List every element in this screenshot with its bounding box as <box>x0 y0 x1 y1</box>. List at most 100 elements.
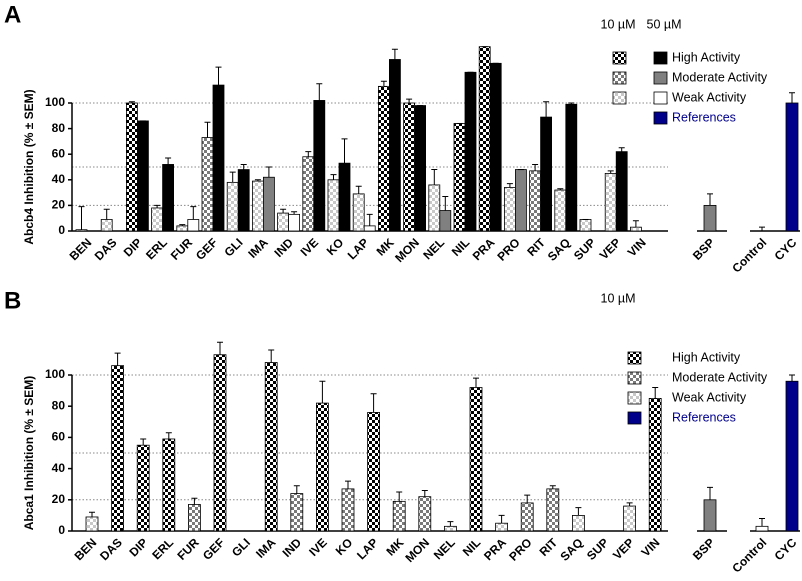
legend-swatch <box>653 51 668 65</box>
bar <box>290 493 304 532</box>
error-bar <box>549 485 556 489</box>
bar <box>201 137 214 232</box>
x-tick-label: KO <box>324 235 347 258</box>
bar <box>262 176 275 232</box>
x-tick-label: GLI <box>222 235 246 259</box>
x-tick-label: MON <box>392 235 422 265</box>
bar <box>315 402 329 532</box>
error-bar <box>366 213 373 226</box>
error-bar <box>165 432 172 439</box>
x-tick-label: PRO <box>494 235 522 263</box>
error-bar <box>473 377 479 388</box>
bar <box>546 488 560 532</box>
reference-bar <box>785 102 799 232</box>
legend-swatch <box>612 91 627 105</box>
bar <box>489 62 502 232</box>
y-tick-label: 80 <box>52 121 66 135</box>
x-tick-label: SAQ <box>545 235 573 263</box>
error-bar <box>128 101 135 103</box>
bar <box>213 354 227 532</box>
x-tick-label: BSP <box>690 535 717 562</box>
legend-swatch <box>653 71 668 85</box>
error-bar <box>607 170 614 174</box>
error-bar <box>280 208 287 214</box>
x-tick-label: LAP <box>345 235 372 262</box>
x-tick-label: SAQ <box>557 535 585 563</box>
error-bar <box>154 204 161 208</box>
error-bar <box>575 507 582 516</box>
legend-swatch <box>653 91 668 105</box>
x-tick-label: GEF <box>200 535 227 562</box>
reference-bar <box>703 204 717 232</box>
bar <box>251 180 264 232</box>
bar <box>403 102 416 232</box>
bar <box>388 59 401 232</box>
error-bar <box>532 163 539 171</box>
error-bar <box>626 502 633 507</box>
y-tick-label: 20 <box>52 492 66 506</box>
bar <box>478 46 491 232</box>
x-tick-label: FUR <box>174 535 202 563</box>
bar <box>264 362 278 532</box>
panel-label: A <box>4 1 21 28</box>
error-bar <box>179 224 186 226</box>
error-bar <box>341 138 348 164</box>
error-bar <box>431 169 438 185</box>
x-tick-label: FUR <box>168 235 196 263</box>
bar <box>630 226 642 232</box>
x-tick-label: DIP <box>121 235 145 259</box>
x-tick-label: IMA <box>253 535 279 561</box>
bar <box>623 505 636 532</box>
legend-label: High Activity <box>672 350 741 364</box>
x-tick-label: IND <box>271 235 296 260</box>
error-bar <box>543 101 550 118</box>
y-tick-label: 80 <box>52 398 66 412</box>
y-axis-title: Abca1 Inhibition (% ± SEM) <box>22 376 36 531</box>
bar <box>554 189 567 232</box>
x-tick-label: DAS <box>92 235 120 263</box>
bar <box>313 100 326 232</box>
bar <box>237 169 250 232</box>
error-bar <box>789 374 795 382</box>
legend-label: References <box>672 410 736 424</box>
bar <box>352 193 365 232</box>
bar <box>367 412 381 532</box>
bar <box>439 210 452 232</box>
x-tick-label: VIN <box>639 535 663 559</box>
x-tick-label: Control <box>729 535 769 575</box>
legend-header: 10 µM <box>601 17 636 31</box>
reference-bar <box>703 499 717 532</box>
error-bar <box>293 485 300 494</box>
x-tick-label: GEF <box>193 235 220 262</box>
error-bar <box>103 208 110 220</box>
legend-swatch <box>627 371 642 385</box>
error-bar <box>568 102 575 105</box>
error-bar <box>557 188 564 191</box>
bar <box>572 515 585 532</box>
x-tick-label: KO <box>333 535 356 558</box>
legend-label: References <box>672 110 736 124</box>
x-tick-label: VIN <box>625 235 649 259</box>
error-bar <box>652 386 659 399</box>
bar <box>377 85 390 232</box>
error-bar <box>632 220 639 228</box>
x-tick-label: PRA <box>470 235 498 263</box>
y-tick-label: 0 <box>58 523 65 537</box>
bar <box>418 496 432 532</box>
error-bar <box>140 438 147 446</box>
x-tick-label: BEN <box>72 535 100 563</box>
error-bar <box>442 195 449 211</box>
y-tick-label: 100 <box>45 367 65 381</box>
legend-swatch <box>612 51 627 65</box>
x-tick-label: NEL <box>431 535 458 562</box>
error-bar <box>165 157 172 165</box>
y-tick-label: 20 <box>52 198 66 212</box>
error-bar <box>319 380 326 404</box>
legend-label: Moderate Activity <box>672 70 768 84</box>
legend-swatch <box>627 411 642 425</box>
error-bar <box>316 83 323 101</box>
bar <box>75 229 88 232</box>
error-bar <box>707 486 713 500</box>
bar <box>151 207 164 232</box>
error-bar <box>89 511 95 517</box>
